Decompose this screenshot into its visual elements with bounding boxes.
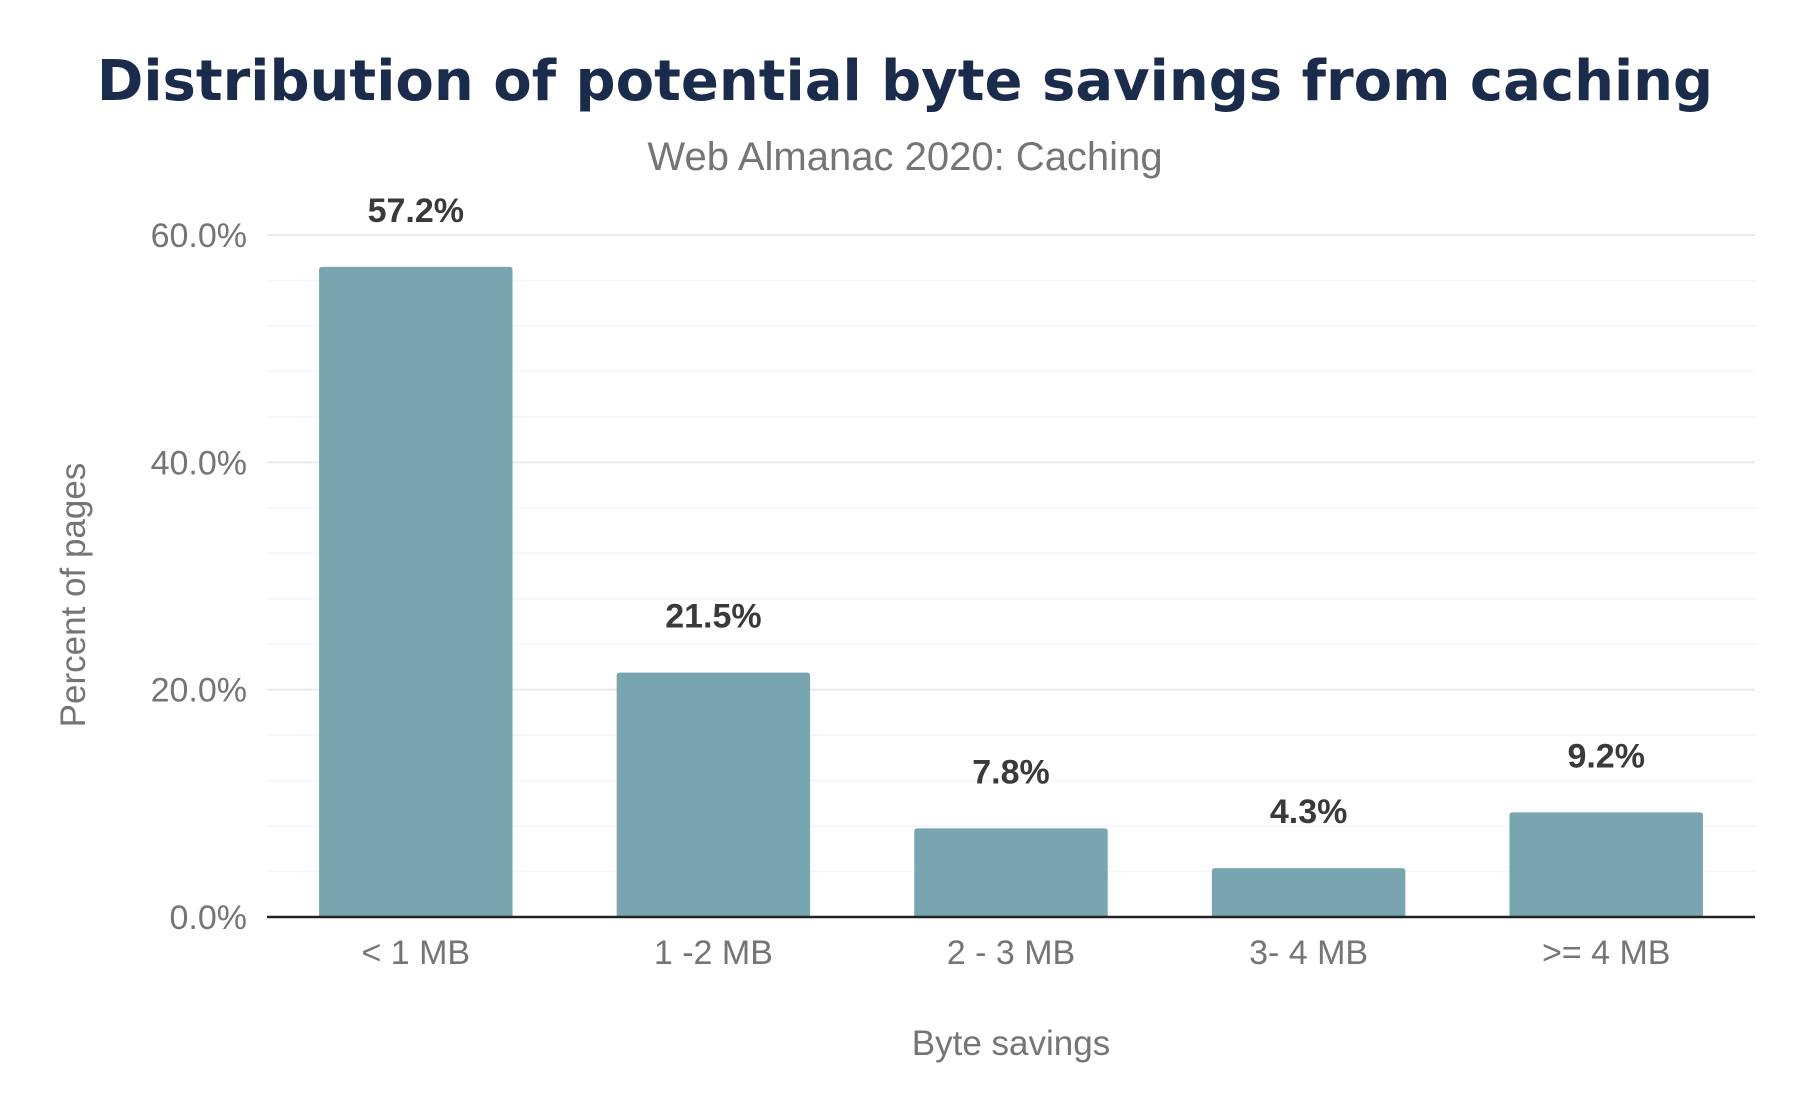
y-tick-label: 40.0% [151, 444, 247, 482]
data-labels: 57.2% 21.5% 7.8% 4.3% 9.2% [368, 192, 1645, 831]
grid-lines [267, 234, 1755, 873]
data-label: 21.5% [665, 598, 761, 636]
y-axis-ticks: 0.0% 20.0% 40.0% 60.0% [151, 217, 247, 937]
x-tick-label: 3- 4 MB [1249, 934, 1368, 972]
y-axis-label: Percent of pages [54, 463, 93, 728]
data-label: 4.3% [1270, 793, 1348, 831]
chart-title: Distribution of potential byte savings f… [97, 49, 1713, 114]
x-tick-label: < 1 MB [361, 934, 470, 972]
x-tick-label: 2 - 3 MB [947, 934, 1075, 972]
y-tick-label: 60.0% [151, 217, 247, 255]
chart-subtitle: Web Almanac 2020: Caching [647, 135, 1162, 179]
x-tick-label: >= 4 MB [1542, 934, 1671, 972]
y-tick-label: 20.0% [151, 672, 247, 710]
bar [1509, 812, 1703, 917]
data-label: 9.2% [1567, 737, 1645, 775]
x-tick-label: 1 -2 MB [654, 934, 773, 972]
bars [319, 266, 1703, 917]
bar [914, 828, 1108, 917]
bar [616, 672, 811, 917]
x-axis-ticks: < 1 MB 1 -2 MB 2 - 3 MB 3- 4 MB >= 4 MB [361, 934, 1670, 972]
data-label: 57.2% [368, 192, 464, 230]
bar [1211, 868, 1406, 917]
y-tick-label: 0.0% [170, 899, 248, 937]
bar [319, 266, 513, 917]
x-axis-label: Byte savings [912, 1024, 1110, 1063]
data-label: 7.8% [972, 753, 1050, 791]
